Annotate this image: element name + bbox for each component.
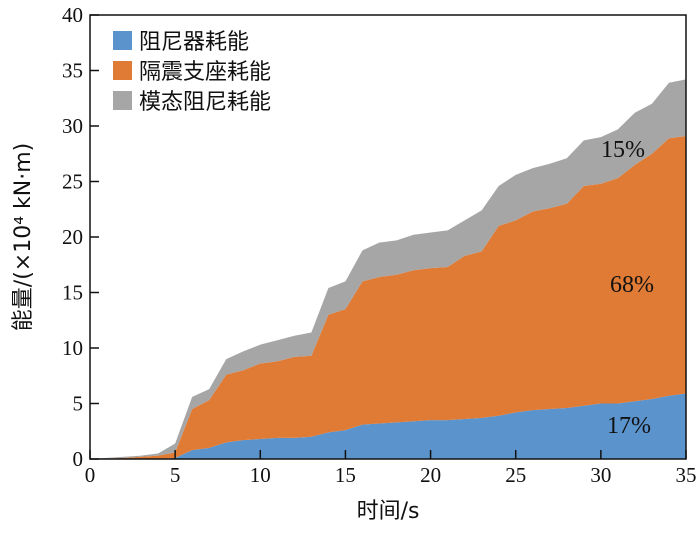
- area-modal-damping-energy: [90, 79, 686, 459]
- legend-label-modal: 模态阻尼耗能: [139, 90, 271, 115]
- annotation-modal-percent: 15%: [601, 137, 645, 163]
- y-tick-label: 30: [62, 114, 83, 138]
- x-tick-label: 30: [590, 463, 611, 487]
- y-tick-label: 20: [62, 225, 83, 249]
- x-tick-label: 10: [250, 463, 271, 487]
- y-tick-label: 15: [62, 281, 83, 305]
- area-layers: [90, 79, 686, 460]
- x-tick-label: 20: [420, 463, 441, 487]
- x-tick-label: 35: [676, 463, 697, 487]
- y-tick-label: 35: [62, 59, 83, 83]
- annotation-damper-percent: 17%: [607, 413, 651, 439]
- x-tick-label: 0: [85, 463, 96, 487]
- axis-ticks: 0 5 10 15 20 25 30 35 0 5 10 15 20 25 30 35 40: [62, 3, 697, 487]
- legend-label-damper: 阻尼器耗能: [139, 30, 249, 55]
- legend-swatch-damper: [113, 31, 132, 50]
- x-tick-label: 5: [170, 463, 181, 487]
- area-bearing-energy: [90, 135, 686, 460]
- legend-swatch-modal: [113, 91, 132, 110]
- y-tick-label: 10: [62, 336, 83, 360]
- y-tick-label: 40: [62, 3, 83, 27]
- x-tick-label: 15: [335, 463, 356, 487]
- x-axis-label: 时间/s: [357, 499, 420, 524]
- annotation-bearing-percent: 68%: [610, 272, 654, 298]
- y-axis-label: 能量/(×10⁴ kN·m): [11, 143, 36, 331]
- y-tick-label: 5: [73, 392, 84, 416]
- y-tick-label: 0: [73, 447, 84, 471]
- x-tick-label: 25: [505, 463, 526, 487]
- legend: 阻尼器耗能 隔震支座耗能 模态阻尼耗能: [113, 30, 271, 115]
- area-damper-energy: [90, 393, 686, 459]
- legend-label-bearing: 隔震支座耗能: [139, 60, 271, 85]
- y-tick-label: 25: [62, 170, 83, 194]
- legend-swatch-bearing: [113, 61, 132, 80]
